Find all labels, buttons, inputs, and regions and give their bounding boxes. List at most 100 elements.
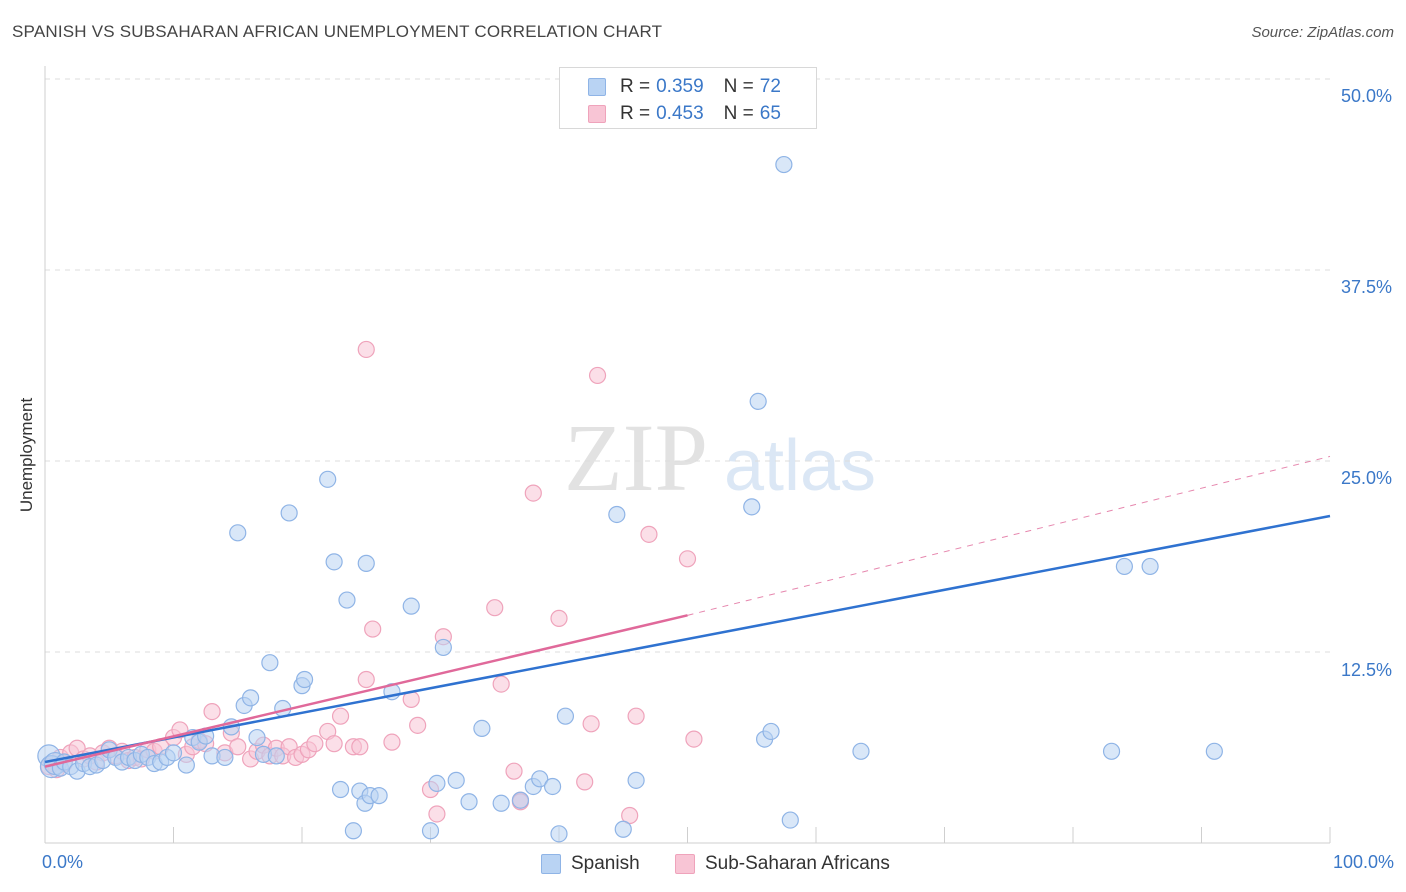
spanish-point (248, 728, 266, 747)
spanish-point (338, 591, 356, 609)
spanish-point (608, 505, 626, 524)
spanish-point (331, 780, 350, 799)
chart-title: SPANISH VS SUBSAHARAN AFRICAN UNEMPLOYME… (12, 22, 663, 41)
african-point (306, 735, 324, 753)
spanish-point (743, 498, 761, 516)
african-trend-dashed (687, 455, 1331, 616)
y-tick-label: 25.0% (1340, 468, 1392, 488)
spanish-point (460, 793, 478, 811)
x-tick-label: 0.0% (42, 852, 84, 872)
african-point (582, 715, 600, 733)
bottom-legend-label: Sub-Saharan Africans (705, 853, 890, 874)
x-tick-label: 100.0% (1332, 852, 1394, 872)
watermark-atlas: atlas (724, 426, 876, 506)
spanish-point (492, 794, 510, 812)
spanish-point (428, 774, 446, 793)
spanish-point (325, 553, 343, 571)
african-point (588, 366, 607, 385)
spanish-point (370, 787, 388, 805)
spanish-point (1141, 557, 1159, 576)
african-point (505, 762, 523, 780)
legend-n-label: N = (723, 76, 754, 97)
legend-n-value: 65 (759, 103, 781, 124)
african-point (357, 340, 375, 359)
spanish-point (261, 654, 279, 672)
african-swatch (588, 105, 606, 123)
african-point (409, 716, 427, 734)
african-point (364, 620, 382, 638)
african-point (524, 484, 542, 502)
african-point (685, 730, 703, 748)
legend-r-value: 0.453 (656, 103, 704, 124)
spanish-point (511, 791, 530, 809)
y-tick-label: 50.0% (1340, 86, 1392, 106)
african-point (428, 805, 446, 823)
african-point (492, 675, 510, 693)
spanish-point (1102, 742, 1121, 760)
spanish-point (556, 707, 575, 725)
spanish-point (447, 771, 465, 789)
spanish-point (1115, 557, 1134, 576)
spanish-point (344, 822, 362, 840)
african-point (621, 806, 639, 825)
spanish-point (280, 504, 298, 522)
african-trend-line (44, 614, 688, 768)
african-point (331, 707, 350, 725)
y-tick-label: 12.5% (1340, 660, 1392, 680)
spanish-point (434, 638, 452, 657)
african-point (627, 707, 645, 725)
african-point (486, 599, 504, 617)
bottom-legend-spanish: Spanish (541, 853, 640, 875)
spanish-point (242, 689, 260, 707)
african-point (550, 609, 568, 627)
spanish-point (627, 771, 645, 789)
spanish-point (164, 744, 183, 762)
spanish-point (421, 822, 440, 840)
spanish-point (852, 742, 870, 760)
spanish-point (295, 670, 314, 689)
spanish-point (749, 392, 767, 411)
spanish-point (229, 524, 247, 542)
african-point (640, 525, 658, 543)
legend-n-value: 72 (759, 76, 781, 97)
watermark-zip: ZIP (564, 404, 708, 511)
spanish-point (543, 777, 562, 796)
spanish-point (781, 811, 799, 829)
bottom-legend-label: Spanish (571, 853, 640, 874)
african-swatch (675, 854, 695, 874)
spanish-swatch (588, 78, 606, 96)
legend-r-value: 0.359 (656, 76, 704, 97)
african-point (203, 702, 221, 721)
legend: R = 0.359 N = 72 R = 0.453 N = 65 (559, 67, 817, 129)
african-point (383, 733, 401, 751)
spanish-point (216, 748, 234, 767)
african-point (678, 550, 697, 568)
spanish-point (550, 825, 568, 843)
spanish-point (177, 756, 195, 774)
african-point (325, 735, 343, 753)
spanish-point (1205, 742, 1223, 760)
legend-row-african: R = 0.453 N = 65 (588, 101, 781, 127)
legend-r-label: R = (620, 76, 651, 97)
spanish-swatch (541, 854, 561, 874)
legend-n-label: N = (723, 103, 754, 124)
spanish-point (775, 155, 793, 174)
african-point (576, 773, 594, 791)
spanish-trend-line (44, 514, 1331, 764)
spanish-point (762, 722, 780, 741)
spanish-point (614, 820, 632, 838)
legend-row-spanish: R = 0.359 N = 72 (588, 74, 781, 100)
african-point (229, 738, 247, 756)
legend-r-label: R = (620, 103, 651, 124)
spanish-point (267, 747, 285, 765)
spanish-point (531, 770, 549, 788)
spanish-point (357, 554, 375, 572)
spanish-point (473, 719, 491, 738)
y-tick-label: 37.5% (1340, 277, 1392, 297)
source-label: Source: ZipAtlas.com (1251, 24, 1394, 41)
bottom-legend-african: Sub-Saharan Africans (675, 853, 890, 875)
spanish-point (319, 470, 337, 488)
african-point (357, 670, 375, 689)
african-point (351, 738, 369, 756)
